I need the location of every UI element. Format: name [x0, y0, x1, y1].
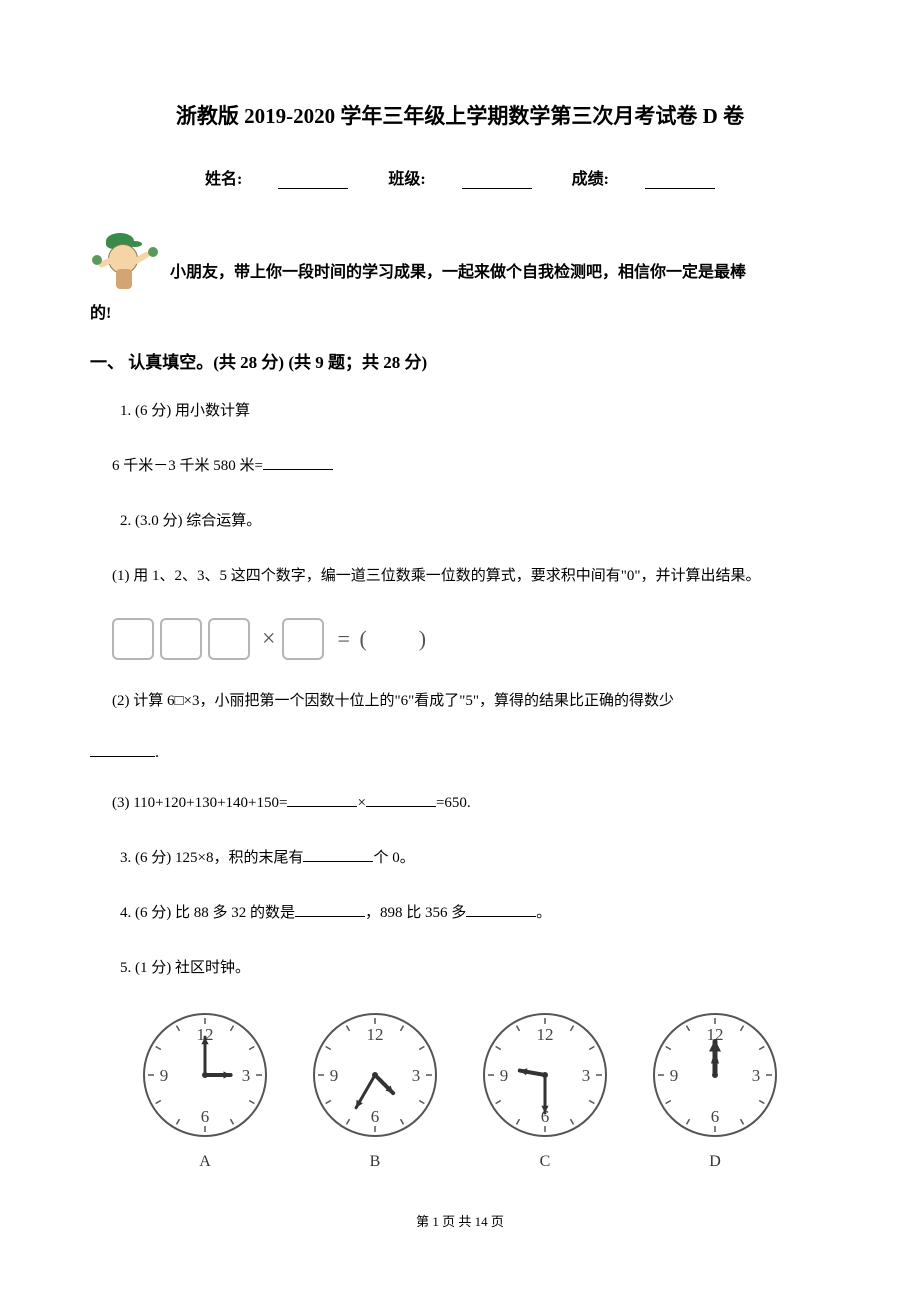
q4-blank1[interactable]	[295, 903, 365, 917]
intro-line1: 小朋友，带上你一段时间的学习成果，一起来做个自我检测吧，相信你一定是最棒	[170, 257, 746, 289]
clock-a-container: 12369 A	[140, 1010, 270, 1171]
clock-c-label: C	[480, 1153, 610, 1171]
q3-a: 3. (6 分) 125×8，积的末尾有	[120, 850, 303, 866]
q4-c: 。	[536, 905, 551, 921]
q2-p2-period: .	[155, 744, 159, 761]
header-fields: 姓名: 班级: 成绩:	[90, 165, 830, 189]
digit-box-2[interactable]	[160, 618, 202, 660]
q2-p2-blank-row: .	[90, 743, 830, 762]
clocks-row: 12 3 6 9 A 12 3 6 9 B 12 3 6 9 C 12 3 6 9 D	[120, 1010, 800, 1171]
clock-c-container: 12369 C	[480, 1010, 610, 1171]
q1-body: 6 千米－3 千米 580 米=	[112, 453, 830, 480]
q4-b: ，898 比 356 多	[365, 905, 466, 921]
q2-p3-blank2[interactable]	[366, 793, 436, 807]
q4-a: 4. (6 分) 比 88 多 32 的数是	[120, 905, 295, 921]
q2-p2: (2) 计算 6□×3，小丽把第一个因数十位上的"6"看成了"5"，算得的结果比…	[112, 688, 830, 715]
svg-text:6: 6	[201, 1107, 210, 1126]
name-blank[interactable]	[278, 173, 348, 189]
clock-a-label: A	[140, 1153, 270, 1171]
q3-blank[interactable]	[303, 848, 373, 862]
digit-box-3[interactable]	[208, 618, 250, 660]
q2-stem: 2. (3.0 分) 综合运算。	[120, 508, 830, 535]
svg-text:9: 9	[160, 1066, 169, 1085]
clock-b-container: 12 3 6 9 B	[310, 1010, 440, 1171]
q2-p2-text: (2) 计算 6□×3，小丽把第一个因数十位上的"6"看成了"5"，算得的结果比…	[112, 693, 674, 709]
clock-b: 12 3 6 9	[310, 1010, 440, 1140]
class-blank[interactable]	[462, 173, 532, 189]
q2-p1: (1) 用 1、2、3、5 这四个数字，编一道三位数乘一位数的算式，要求积中间有…	[112, 563, 830, 590]
svg-text:3: 3	[752, 1066, 761, 1085]
intro-line2: 的!	[90, 299, 830, 323]
svg-text:6: 6	[371, 1107, 380, 1126]
q5-stem: 5. (1 分) 社区时钟。	[120, 955, 830, 982]
svg-text:9: 9	[670, 1066, 679, 1085]
q2-p3-blank1[interactable]	[287, 793, 357, 807]
svg-text:9: 9	[330, 1066, 339, 1085]
equation-boxes: × = ()	[112, 618, 830, 660]
section-1-heading: 一、 认真填空。(共 28 分) (共 9 题；共 28 分)	[90, 348, 830, 373]
digit-box-4[interactable]	[282, 618, 324, 660]
times-icon: ×	[262, 626, 276, 653]
page-footer: 第 1 页 共 14 页	[90, 1211, 830, 1230]
score-blank[interactable]	[645, 173, 715, 189]
clock-d: 12369	[650, 1010, 780, 1140]
digit-box-1[interactable]	[112, 618, 154, 660]
svg-text:3: 3	[242, 1066, 251, 1085]
q3-b: 个 0。	[373, 850, 414, 866]
clock-c: 12369	[480, 1010, 610, 1140]
clock-d-label: D	[650, 1153, 780, 1171]
svg-text:12: 12	[537, 1025, 554, 1044]
svg-text:3: 3	[582, 1066, 591, 1085]
q2-p2-blank[interactable]	[90, 743, 155, 757]
q3: 3. (6 分) 125×8，积的末尾有 个 0。	[120, 845, 830, 872]
equals-paren: = ()	[338, 626, 429, 652]
class-label: 班级:	[388, 171, 425, 188]
clock-b-label: B	[310, 1153, 440, 1171]
intro-row: 小朋友，带上你一段时间的学习成果，一起来做个自我检测吧，相信你一定是最棒	[90, 229, 830, 289]
clock-d-container: 12369 D	[650, 1010, 780, 1171]
svg-text:6: 6	[711, 1107, 720, 1126]
q1-blank[interactable]	[263, 456, 333, 470]
q2-p3-b: ×	[357, 795, 365, 811]
svg-text:12: 12	[367, 1025, 384, 1044]
clock-a: 12369	[140, 1010, 270, 1140]
svg-text:9: 9	[500, 1066, 509, 1085]
q4: 4. (6 分) 比 88 多 32 的数是 ，898 比 356 多 。	[120, 900, 830, 927]
page-title: 浙教版 2019-2020 学年三年级上学期数学第三次月考试卷 D 卷	[90, 100, 830, 130]
q4-blank2[interactable]	[466, 903, 536, 917]
mascot-icon	[90, 229, 170, 289]
q2-p3: (3) 110+120+130+140+150= × =650.	[112, 790, 830, 817]
q2-p3-c: =650.	[436, 795, 471, 811]
svg-text:3: 3	[412, 1066, 421, 1085]
q2-p3-a: (3) 110+120+130+140+150=	[112, 795, 287, 811]
q1-stem: 1. (6 分) 用小数计算	[120, 398, 830, 425]
score-label: 成绩:	[572, 171, 609, 188]
name-label: 姓名:	[205, 171, 242, 188]
q1-body-text: 6 千米－3 千米 580 米=	[112, 458, 263, 474]
